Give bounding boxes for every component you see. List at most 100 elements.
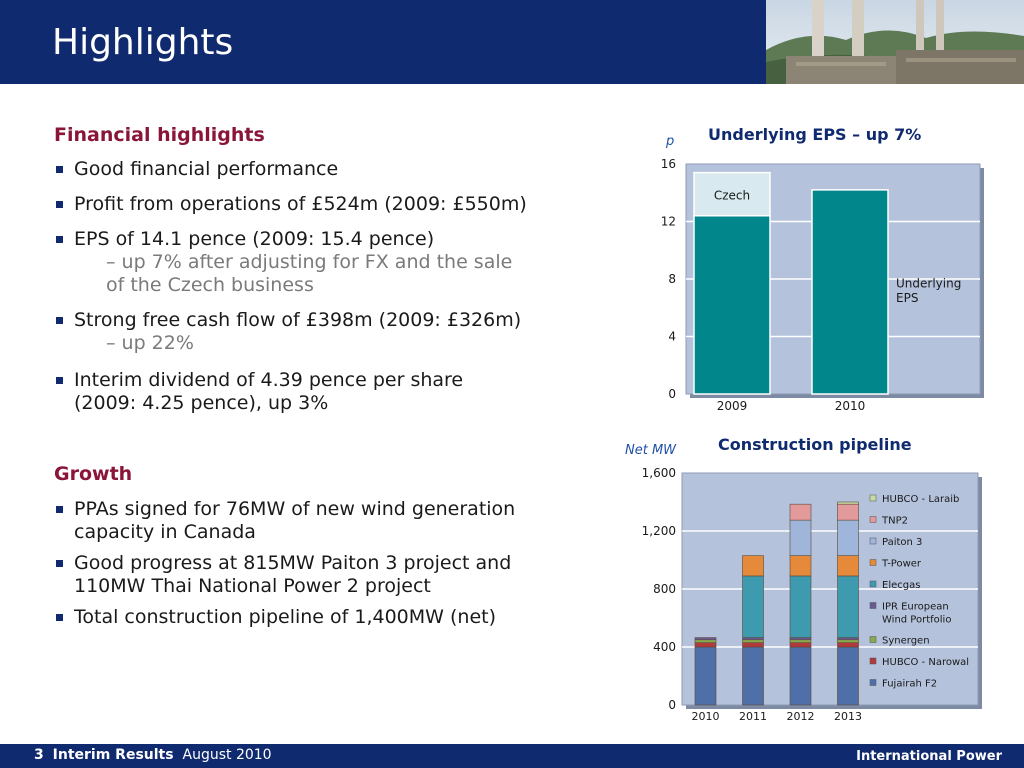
x-tick-label: 2009 xyxy=(717,399,748,413)
bullet-marker-icon xyxy=(56,377,63,384)
footer-left: 3 Interim Results August 2010 xyxy=(34,747,272,763)
list-item: Interim dividend of 4.39 pence per share… xyxy=(54,369,594,415)
bullet-marker-icon xyxy=(56,201,63,208)
growth-heading: Growth xyxy=(54,463,133,485)
bullet-marker-icon xyxy=(56,166,63,173)
growth-bullet-list: PPAs signed for 76MW of new wind generat… xyxy=(54,498,594,629)
legend-swatch xyxy=(869,537,877,545)
footer-label: Interim Results xyxy=(52,747,174,763)
y-tick-label: 800 xyxy=(653,582,676,596)
y-tick-label: 16 xyxy=(661,157,676,171)
legend-swatch xyxy=(869,494,877,502)
bar-segment-synergen xyxy=(837,639,859,643)
bar-segment-tnp2 xyxy=(837,503,859,521)
x-tick-label: 2010 xyxy=(835,399,866,413)
legend-label: Paiton 3 xyxy=(882,537,922,548)
page-number: 3 xyxy=(34,747,44,763)
y-tick-label: 1,200 xyxy=(642,524,676,538)
y-tick-label: 12 xyxy=(661,215,676,229)
eps-chart-title: Underlying EPS – up 7% xyxy=(708,125,922,144)
bullet-marker-icon xyxy=(56,560,63,567)
legend-swatch xyxy=(869,679,877,686)
bar-segment-paiton-3 xyxy=(789,519,812,556)
bar-label-czech: Czech xyxy=(714,189,750,203)
list-item: Profit from operations of £524m (2009: £… xyxy=(54,193,594,216)
legend-label-underlying: Underlying xyxy=(896,277,961,291)
pipeline-chart-title: Construction pipeline xyxy=(718,435,912,454)
list-item: Total construction pipeline of 1,400MW (… xyxy=(54,606,594,629)
legend-label: HUBCO - Narowal xyxy=(882,657,969,668)
sub-item: – up 22% xyxy=(106,332,194,354)
bar-segment-fujairah-f2 xyxy=(789,646,812,706)
financial-highlights-heading: Financial highlights xyxy=(54,124,265,146)
power-station-image xyxy=(766,0,1024,84)
bar-segment-hubco-narowal xyxy=(789,642,812,648)
x-tick-label: 2013 xyxy=(834,710,862,723)
bar-segment-ipr-european-wind-portfolio xyxy=(789,637,812,641)
bar-segment-t-power xyxy=(837,555,859,577)
power-station-photo xyxy=(766,0,1024,84)
legend-label: Elecgas xyxy=(882,580,920,591)
legend-label: Fujairah F2 xyxy=(882,679,937,690)
brand-name: International Power xyxy=(856,749,1002,764)
y-tick-label: 0 xyxy=(668,698,676,712)
financial-highlights-section: Financial highlights xyxy=(54,124,594,146)
list-item: EPS of 14.1 pence (2009: 15.4 pence) xyxy=(54,228,594,251)
bullet-marker-icon xyxy=(56,614,63,621)
footer-bar: 3 Interim Results August 2010 Internatio… xyxy=(0,744,1024,768)
bar-segment-elecgas xyxy=(789,575,812,638)
x-tick-label: 2011 xyxy=(739,710,767,723)
bar-segment-t-power xyxy=(789,555,812,577)
list-item: Good financial performance xyxy=(54,158,594,181)
list-item: PPAs signed for 76MW of new wind generat… xyxy=(54,498,594,544)
eps-unit-label: p xyxy=(666,134,675,149)
bar-segment-elecgas xyxy=(742,575,764,638)
bar-segment-synergen xyxy=(789,639,812,643)
bullet-marker-icon xyxy=(56,317,63,324)
legend-swatch xyxy=(869,580,877,588)
y-tick-label: 0 xyxy=(668,387,676,401)
y-tick-label: 8 xyxy=(668,272,676,286)
legend-label: Synergen xyxy=(882,636,930,647)
legend-label: T-Power xyxy=(881,559,922,570)
legend-label: IPR European xyxy=(882,602,949,613)
legend-label-eps: EPS xyxy=(896,291,918,305)
page-title: Highlights xyxy=(52,22,234,63)
bar-segment-hubco-laraib xyxy=(837,501,859,505)
legend-swatch xyxy=(869,516,877,523)
legend-label: Wind Portfolio xyxy=(882,615,951,626)
legend-label: TNP2 xyxy=(881,516,908,527)
x-tick-label: 2010 xyxy=(692,710,720,723)
bar-segment-synergen xyxy=(742,639,764,643)
bar-segment-synergen xyxy=(694,639,717,643)
bullet-marker-icon xyxy=(56,506,63,513)
bar-segment-t-power xyxy=(742,555,764,577)
bar-segment-paiton-3 xyxy=(837,519,859,556)
bar-underlying-eps xyxy=(693,215,771,395)
financial-bullet-list: Good financial performance Profit from o… xyxy=(54,158,594,415)
legend-swatch xyxy=(869,636,877,643)
sub-item: – up 7% after adjusting for FX and the s… xyxy=(106,251,513,273)
list-item: Strong free cash flow of £398m (2009: £3… xyxy=(54,309,594,332)
legend-label: HUBCO - Laraib xyxy=(882,494,959,505)
footer-date: August 2010 xyxy=(182,747,272,763)
growth-section: Growth xyxy=(54,463,594,485)
list-item: Good progress at 815MW Paiton 3 project … xyxy=(54,552,594,598)
bar-segment-ipr-european-wind-portfolio xyxy=(694,637,717,641)
bar-segment-fujairah-f2 xyxy=(742,646,764,706)
header-bar: Highlights xyxy=(0,0,1024,84)
legend-swatch xyxy=(869,559,877,566)
y-tick-label: 4 xyxy=(668,330,676,344)
y-tick-label: 400 xyxy=(653,640,676,654)
bar-underlying-eps xyxy=(811,189,889,395)
legend-swatch xyxy=(869,602,877,609)
bar-segment-hubco-narowal xyxy=(742,642,764,648)
sub-item-continuation: of the Czech business xyxy=(106,274,314,296)
bar-segment-fujairah-f2 xyxy=(694,646,717,706)
bar-czech xyxy=(693,171,771,217)
bar-segment-ipr-european-wind-portfolio xyxy=(837,637,859,641)
bar-segment-fujairah-f2 xyxy=(837,646,859,706)
bar-segment-tnp2 xyxy=(789,503,812,521)
bar-segment-elecgas xyxy=(837,575,859,638)
